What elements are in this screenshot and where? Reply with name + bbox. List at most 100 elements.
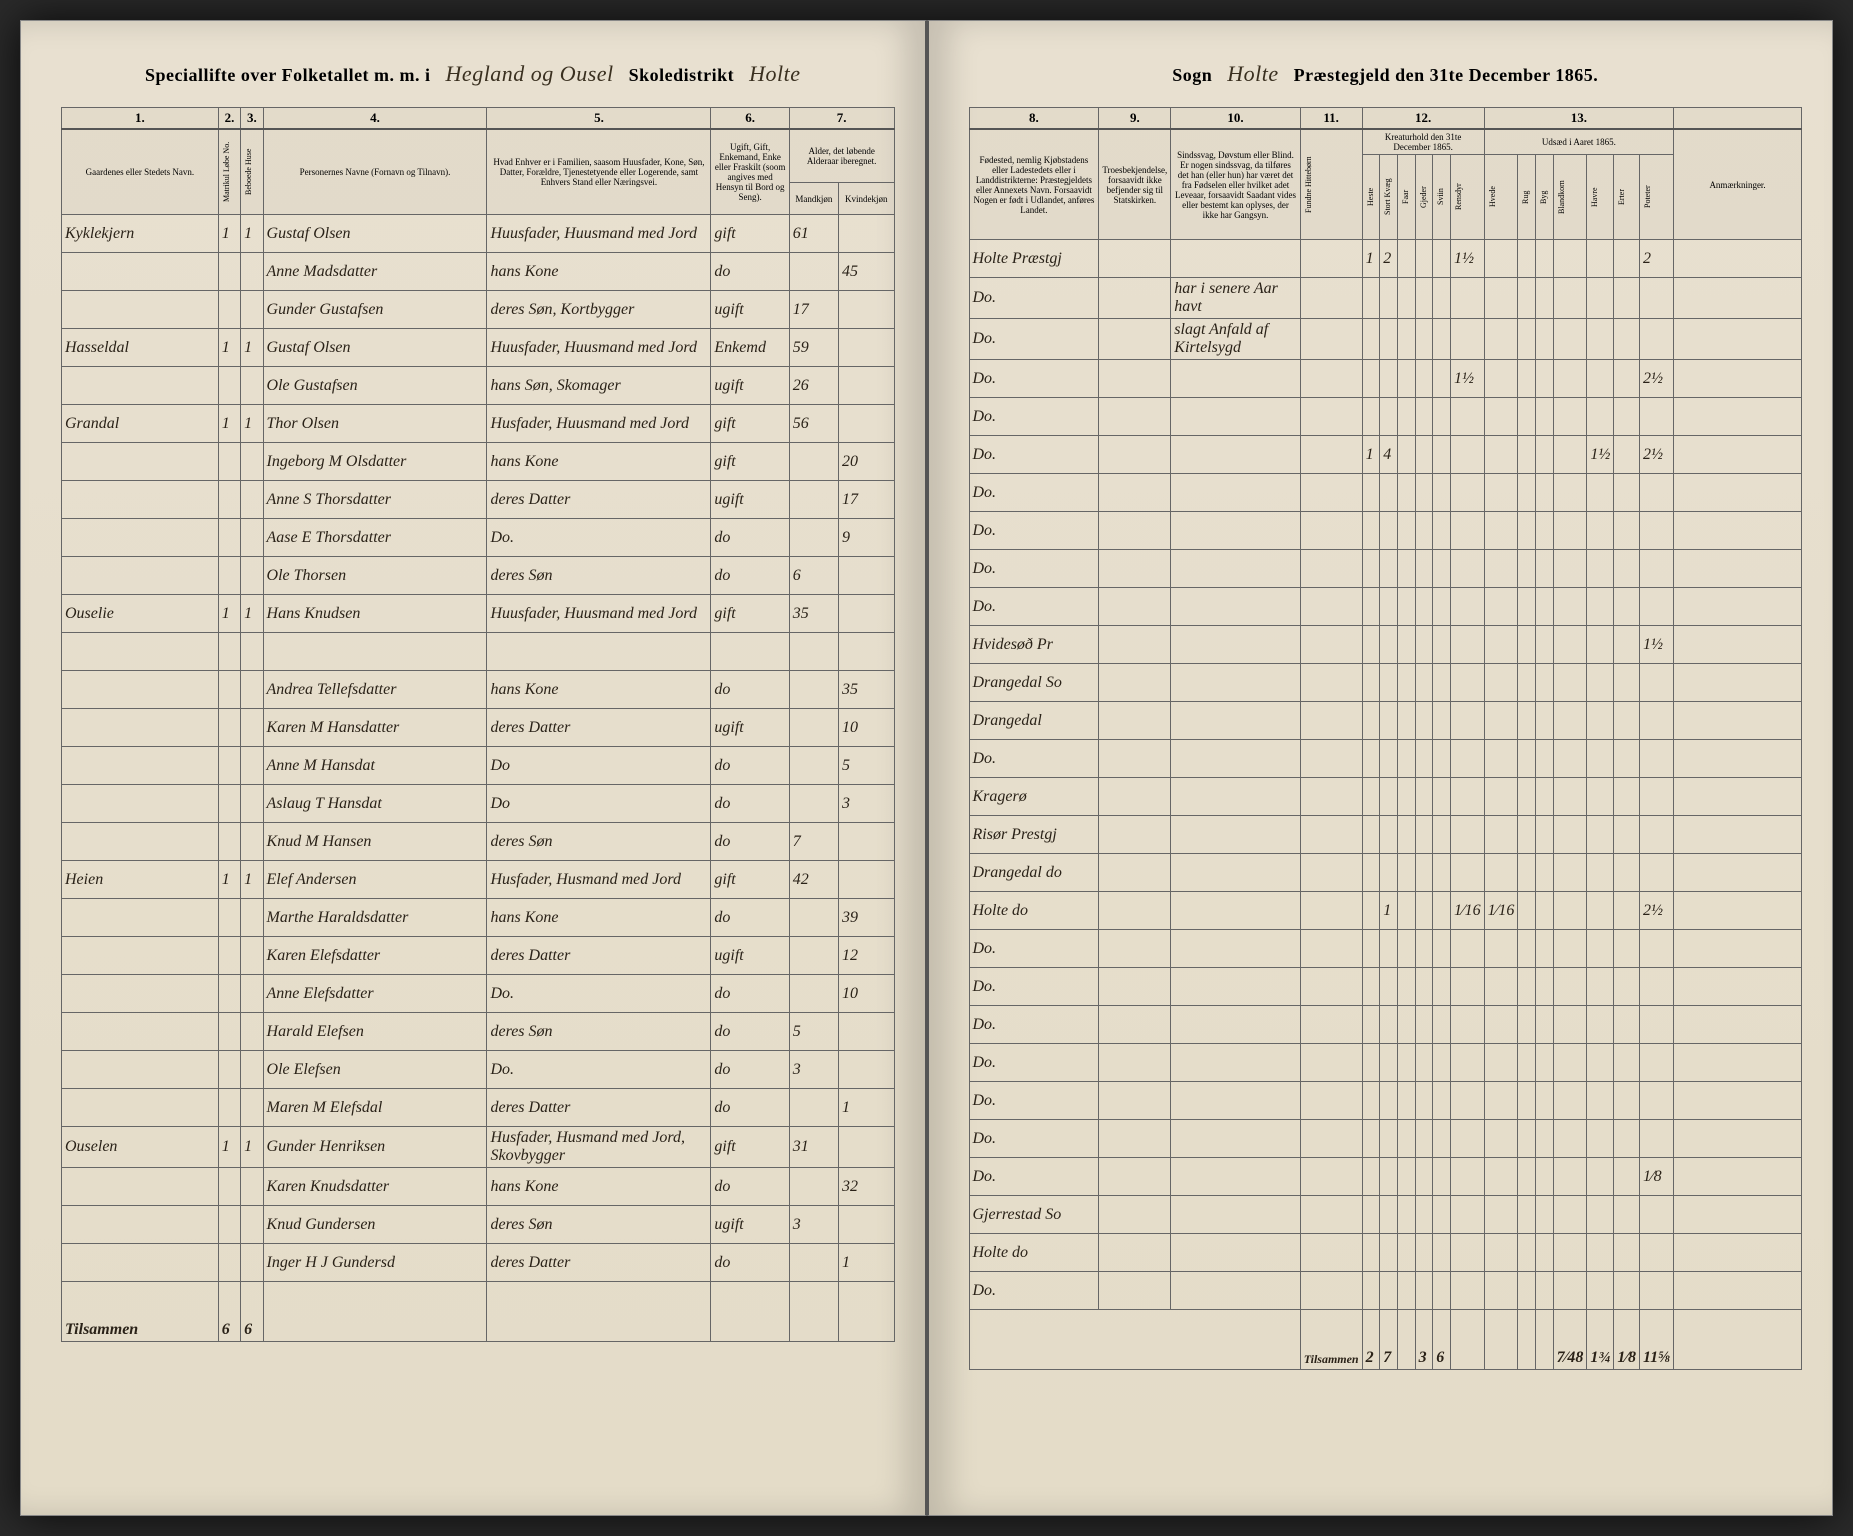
cell (1380, 664, 1398, 702)
cell-name: Elef Andersen (263, 861, 487, 899)
cell (1397, 1196, 1415, 1234)
cell (1450, 1120, 1484, 1158)
cell-age_f: 10 (839, 709, 894, 747)
cell (1380, 319, 1398, 360)
cell (1415, 1120, 1433, 1158)
cell (1380, 702, 1398, 740)
cell-status (711, 633, 789, 671)
cell (1099, 588, 1171, 626)
cell-hh (241, 519, 263, 557)
cell (1397, 278, 1415, 319)
table-row: Karen Knudsdatterhans Konedo32 (62, 1168, 895, 1206)
cell (1518, 512, 1536, 550)
cell (1433, 1158, 1451, 1196)
col-13: 13. (1484, 108, 1673, 130)
cell (1614, 1082, 1640, 1120)
cell (1171, 1044, 1300, 1082)
cell (1300, 1006, 1362, 1044)
col-7: 7. (789, 108, 894, 130)
cell (1415, 854, 1433, 892)
cell (1553, 1006, 1587, 1044)
cell-age_m (789, 899, 838, 937)
cell (1518, 664, 1536, 702)
cell (1535, 1272, 1553, 1310)
table-row: Ole ElefsenDo.do3 (62, 1051, 895, 1089)
cell (1587, 1120, 1614, 1158)
cell (1640, 968, 1674, 1006)
table-row: Aase E ThorsdatterDo.do9 (62, 519, 895, 557)
table-row: Do. (969, 550, 1802, 588)
cell (1640, 702, 1674, 740)
col-2: 2. (218, 108, 240, 130)
census-table-left: 1. 2. 3. 4. 5. 6. 7. Gaardenes eller Ste… (61, 107, 895, 1342)
cell: Do. (969, 474, 1099, 512)
subhead-col: Sviin (1433, 155, 1451, 240)
table-row: Kyklekjern11Gustaf OlsenHuusfader, Huusm… (62, 215, 895, 253)
cell-name: Knud M Hansen (263, 823, 487, 861)
cell (1300, 398, 1362, 436)
cell-age_f: 17 (839, 481, 894, 519)
col-4: 4. (263, 108, 487, 130)
cell (1415, 1234, 1433, 1272)
cell-role: Do. (487, 1051, 711, 1089)
table-row: Do. (969, 588, 1802, 626)
cell (1484, 930, 1518, 968)
cell (1614, 398, 1640, 436)
cell (1397, 1158, 1415, 1196)
cell (1415, 816, 1433, 854)
cell (1587, 816, 1614, 854)
cell (1450, 1234, 1484, 1272)
cell (1484, 968, 1518, 1006)
header-sogn: Sogn (1172, 65, 1212, 85)
cell (1553, 854, 1587, 892)
table-row: Holte do (969, 1234, 1802, 1272)
cell-age_f: 45 (839, 253, 894, 291)
cell (1535, 1120, 1553, 1158)
table-row: Drangedal So (969, 664, 1802, 702)
cell (1484, 1196, 1518, 1234)
cell (1300, 474, 1362, 512)
cell (1099, 1272, 1171, 1310)
cell-age_m: 26 (789, 367, 838, 405)
cell (1535, 550, 1553, 588)
cell (1484, 1044, 1518, 1082)
cell (1484, 1082, 1518, 1120)
cell (1300, 512, 1362, 550)
cell-age_m: 42 (789, 861, 838, 899)
subhead-col: Havre (1587, 155, 1614, 240)
cell (1587, 512, 1614, 550)
cell (1614, 1158, 1640, 1196)
table-row: Ingeborg M Olsdatterhans Konegift20 (62, 443, 895, 481)
cell (1674, 778, 1802, 816)
cell-h: 1 (218, 405, 240, 443)
cell (1484, 702, 1518, 740)
col-5: 5. (487, 108, 711, 130)
cell-hh (241, 557, 263, 595)
cell-hh (241, 481, 263, 519)
cell (1450, 550, 1484, 588)
cell: Gjerrestad So (969, 1196, 1099, 1234)
cell (1450, 740, 1484, 778)
cell (1433, 436, 1451, 474)
cell-hh (241, 253, 263, 291)
cell: Do. (969, 968, 1099, 1006)
table-row: Gjerrestad So (969, 1196, 1802, 1234)
table-row: Karen Elefsdatterderes Datterugift12 (62, 937, 895, 975)
table-row: Inger H J Gundersdderes Datterdo1 (62, 1244, 895, 1282)
cell (1450, 1272, 1484, 1310)
cell (1587, 892, 1614, 930)
cell (1415, 474, 1433, 512)
cell (1171, 664, 1300, 702)
cell (1450, 1196, 1484, 1234)
cell (1518, 550, 1536, 588)
cell (1553, 740, 1587, 778)
cell (1433, 398, 1451, 436)
cell-status: do (711, 823, 789, 861)
cell: 1 (1380, 892, 1398, 930)
cell-role: deres Søn, Kortbygger (487, 291, 711, 329)
cell-name: Maren M Elefsdal (263, 1089, 487, 1127)
h-religion: Troesbekjendelse, forsaavidt ikke befjen… (1099, 129, 1171, 240)
cell-status: gift (711, 595, 789, 633)
cell (1397, 436, 1415, 474)
cell (1553, 626, 1587, 664)
